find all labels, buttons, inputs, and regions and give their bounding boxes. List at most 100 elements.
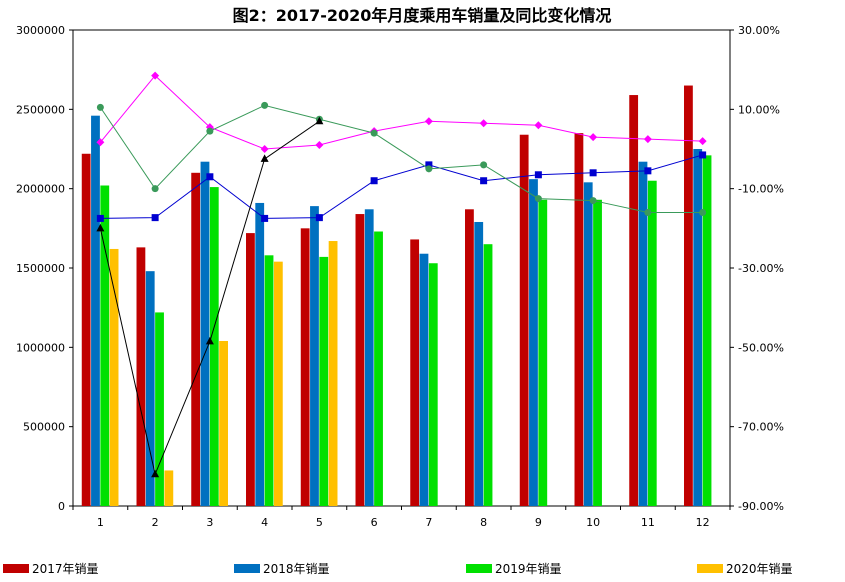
line-point (260, 154, 269, 162)
right-axis-tick-label: 10.00% (738, 103, 780, 116)
bar (684, 85, 693, 507)
line-point (151, 469, 160, 478)
line-point (205, 336, 214, 345)
bar (310, 206, 319, 506)
line-point (206, 127, 214, 135)
left-axis-tick-label: 500000 (23, 421, 65, 434)
line-point (534, 195, 542, 203)
bar (319, 256, 329, 506)
legend-label: 2019年销量 (495, 562, 562, 576)
bar (647, 180, 657, 506)
line-point (151, 214, 159, 222)
line-point (698, 137, 707, 146)
legend-label: 2018年销量 (263, 562, 330, 576)
line-point (479, 119, 488, 128)
right-axis-tick-label: -10.00% (738, 183, 784, 196)
bar (419, 253, 429, 506)
line-point (644, 208, 652, 216)
left-axis-tick-label: 2000000 (16, 183, 65, 196)
bar (355, 214, 365, 506)
line-point (643, 135, 652, 144)
line-point (425, 165, 433, 173)
line-point (261, 214, 269, 222)
bar (81, 153, 91, 506)
bar (529, 179, 538, 506)
line-point (370, 129, 378, 137)
line-point (370, 177, 378, 185)
line-point (315, 116, 324, 125)
bar (465, 209, 474, 506)
legend-swatch (697, 564, 723, 573)
legend-label: 2020年销量 (726, 562, 793, 576)
line-point (315, 214, 323, 222)
line-point (425, 161, 433, 169)
bar (219, 340, 228, 506)
line-point (534, 121, 543, 130)
bar (410, 239, 420, 506)
line-point (699, 151, 707, 159)
line-point (644, 167, 652, 175)
legend-swatch (466, 564, 492, 573)
bar (255, 202, 265, 507)
bar (145, 271, 155, 506)
legend-label: 2017年销量 (32, 562, 99, 576)
bar (200, 161, 210, 506)
x-axis-tick-label: 2 (152, 516, 159, 529)
line-point (315, 141, 324, 150)
left-axis-tick-label: 2500000 (16, 103, 65, 116)
bar (428, 263, 438, 506)
bar (191, 172, 201, 507)
bar (638, 161, 648, 506)
bar (474, 221, 484, 506)
bar (209, 187, 219, 506)
right-axis-tick-label: 30.00% (738, 24, 780, 37)
line-point (534, 171, 542, 179)
series-line (99, 104, 703, 213)
legend-swatch (3, 564, 29, 573)
x-axis-tick-label: 3 (206, 516, 213, 529)
bar (574, 133, 584, 506)
bar (593, 199, 602, 507)
bar-series-group (81, 85, 712, 507)
line-point (424, 117, 433, 126)
right-axis-tick-label: -50.00% (738, 341, 784, 354)
bar (246, 233, 255, 507)
line-point (151, 71, 160, 80)
x-axis-tick-label: 7 (425, 516, 432, 529)
series-line (99, 74, 703, 150)
right-axis-tick-label: -90.00% (738, 500, 784, 513)
x-axis-tick-label: 9 (535, 516, 542, 529)
line-point (699, 208, 707, 216)
line-point (151, 185, 159, 193)
bar (538, 199, 548, 507)
bar (264, 255, 274, 506)
line-point (589, 169, 597, 177)
legend: 2017年销量 2018年销量 2019年销量 2020年销量 (3, 562, 793, 576)
line-point (96, 214, 104, 222)
bar (702, 155, 712, 506)
bar (109, 248, 119, 506)
bar (693, 149, 703, 506)
x-axis-tick-label: 1 (97, 516, 104, 529)
x-axis: 1 2 3 4 5 6 7 8 9 10 11 12 (72, 506, 731, 529)
line-point (96, 138, 105, 147)
series-line (100, 154, 703, 219)
x-axis-tick-label: 12 (696, 516, 710, 529)
bar (583, 182, 593, 506)
bar (364, 209, 374, 506)
line-point (261, 101, 269, 109)
line-series-group (96, 71, 707, 478)
left-y-axis: 0 500000 1000000 1500000 2000000 2500000 30000… (16, 24, 73, 513)
bar (328, 241, 338, 506)
bar (483, 244, 493, 506)
line-point (96, 103, 104, 111)
legend-swatch (234, 564, 260, 573)
x-axis-tick-label: 6 (371, 516, 378, 529)
bar (273, 261, 283, 506)
bar (164, 470, 174, 506)
bar (100, 185, 110, 506)
x-axis-tick-label: 5 (316, 516, 323, 529)
left-axis-tick-label: 0 (58, 500, 65, 513)
line-point (589, 133, 598, 142)
bar (519, 134, 529, 506)
